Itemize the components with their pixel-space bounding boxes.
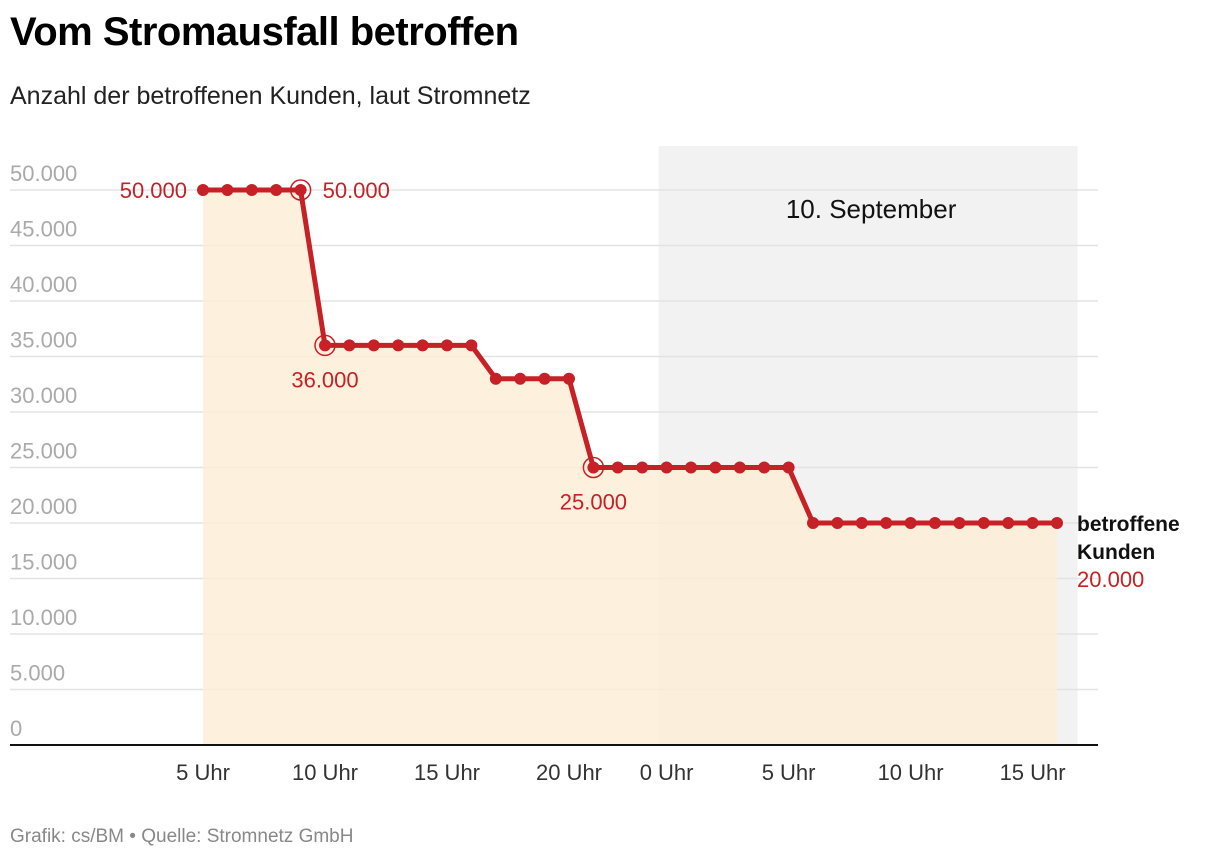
data-point (587, 461, 600, 474)
highlight-ring (314, 334, 336, 357)
x-tick-label: 10 Uhr (292, 760, 358, 785)
y-tick-label: 50.000 (10, 161, 77, 186)
y-tick-label: 45.000 (10, 217, 77, 242)
data-point (855, 517, 868, 529)
data-point (611, 461, 624, 474)
series-end-value-label: 20.000 (1077, 567, 1144, 592)
data-label: 36.000 (291, 367, 358, 392)
data-point (270, 184, 283, 196)
data-points (197, 179, 1063, 529)
y-tick-label: 5.000 (10, 661, 65, 686)
y-tick-label: 35.000 (10, 328, 77, 353)
x-tick-label: 15 Uhr (1000, 760, 1066, 785)
data-point (465, 339, 478, 352)
y-tick-label: 10.000 (10, 605, 77, 630)
data-point (1002, 517, 1015, 529)
data-point (514, 372, 527, 385)
data-point (416, 339, 429, 352)
data-point (904, 517, 917, 529)
data-point (685, 461, 697, 474)
y-tick-label: 25.000 (10, 439, 77, 464)
x-tick-label: 20 Uhr (536, 760, 602, 785)
x-tick-label: 0 Uhr (640, 760, 694, 785)
y-tick-label: 40.000 (10, 272, 77, 297)
data-point (392, 339, 405, 352)
page-subtitle: Anzahl der betroffenen Kunden, laut Stro… (10, 82, 531, 110)
data-point (953, 517, 966, 529)
x-tick-label: 15 Uhr (414, 760, 480, 785)
series-end-label: Kunden (1077, 541, 1155, 564)
x-tick-label: 5 Uhr (176, 760, 230, 785)
series-end-label: betroffene (1077, 513, 1180, 536)
data-point (660, 461, 673, 474)
y-tick-label: 15.000 (10, 550, 77, 575)
data-point (977, 517, 990, 529)
data-point (758, 461, 771, 474)
data-point (197, 184, 209, 196)
highlight-ring (582, 456, 605, 479)
data-point (294, 184, 307, 196)
y-tick-label: 0 (10, 716, 22, 741)
data-point (880, 517, 893, 529)
data-point (1026, 517, 1039, 529)
x-tick-label: 10 Uhr (878, 760, 944, 785)
data-point (367, 339, 380, 352)
shaded-region-label: 10. September (786, 194, 957, 224)
data-label: 50.000 (120, 178, 187, 203)
data-point (538, 372, 551, 385)
page-title: Vom Stromausfall betroffen (10, 10, 519, 54)
data-point (245, 184, 258, 196)
data-point (782, 461, 795, 474)
data-point (636, 461, 649, 474)
data-label: 25.000 (560, 490, 627, 515)
data-point (441, 339, 453, 352)
data-point (489, 372, 502, 385)
x-tick-label: 5 Uhr (762, 760, 816, 785)
data-point (733, 461, 746, 474)
data-point (343, 339, 356, 352)
data-point (221, 184, 234, 196)
data-point (563, 372, 575, 385)
data-point (807, 517, 819, 529)
data-point (1051, 517, 1063, 529)
highlight-ring (289, 179, 312, 201)
data-point (831, 517, 844, 529)
y-tick-label: 20.000 (10, 494, 77, 519)
data-point (319, 339, 331, 352)
data-labels: 50.000 50.000 36.000 25.000 betroffene Kunden… (120, 178, 1180, 592)
y-tick-label: 30.000 (10, 383, 77, 408)
data-point (929, 517, 941, 529)
data-label: 50.000 (323, 178, 390, 203)
data-point (709, 461, 722, 474)
x-axis: 5 Uhr 10 Uhr 15 Uhr 20 Uhr 0 Uhr 5 Uhr 10 Uhr 1… (10, 744, 1098, 785)
source-note: Grafik: cs/BM • Quelle: Stromnetz GmbH (10, 826, 354, 847)
